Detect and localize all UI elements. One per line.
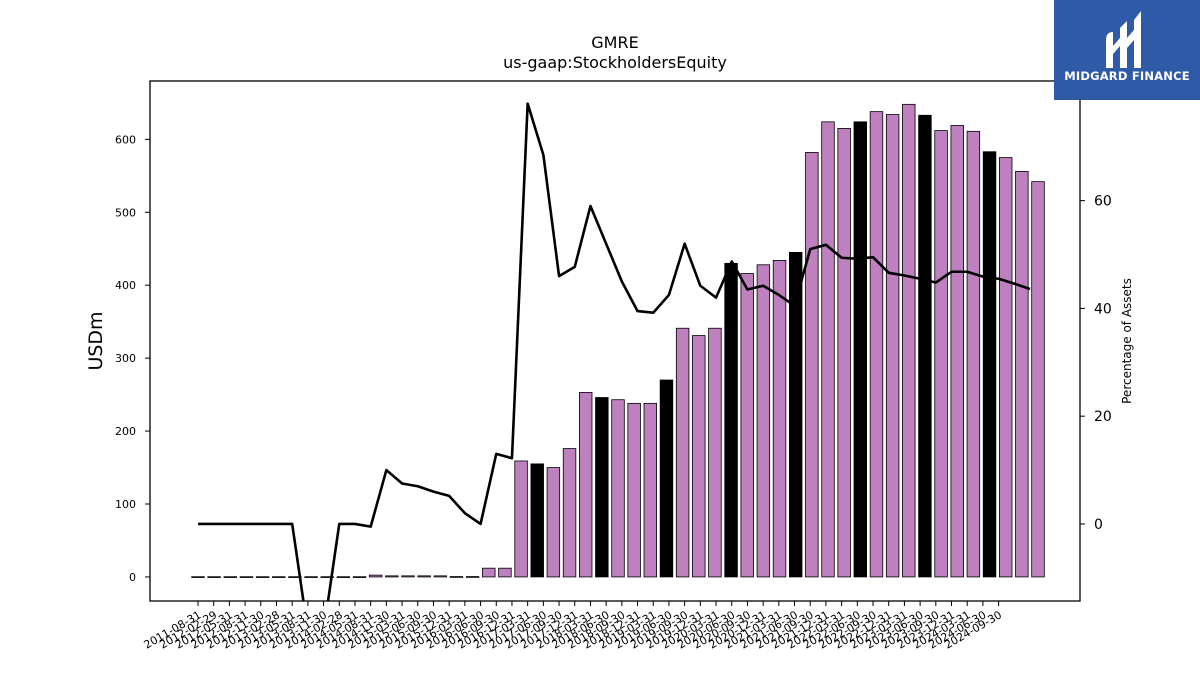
y2-tick-label: 40 <box>1094 301 1112 317</box>
brand-logo: MIDGARD FINANCE <box>1054 0 1200 100</box>
bar <box>255 576 270 578</box>
bar <box>401 575 415 578</box>
y-axis-right: 0 20 40 60 <box>1080 194 1112 533</box>
bar <box>207 576 221 578</box>
bar <box>611 399 625 578</box>
y2-axis-label: Percentage of Assets <box>1120 278 1134 404</box>
bar <box>417 575 431 578</box>
bar-series <box>191 103 1045 578</box>
bar <box>950 125 964 578</box>
bar <box>465 576 480 578</box>
plot-frame <box>149 80 1081 602</box>
bar <box>530 463 544 578</box>
bar <box>304 576 318 578</box>
bar <box>756 264 771 578</box>
bar <box>982 151 997 578</box>
chart-subtitle: us-gaap:StockholdersEquity <box>503 53 727 72</box>
bar <box>740 273 754 578</box>
y2-tick-label: 20 <box>1094 409 1112 425</box>
percentage-line <box>198 102 1031 601</box>
bar <box>1031 181 1045 578</box>
x-axis: 2011-08-312012-02-292012-05-312012-08-31… <box>142 601 1004 652</box>
bar <box>223 576 238 578</box>
bar <box>902 103 916 578</box>
line-series <box>198 102 1031 601</box>
bar <box>320 576 334 578</box>
bar <box>643 402 658 578</box>
bar <box>788 251 803 578</box>
bar <box>433 575 448 578</box>
bar <box>336 576 351 578</box>
y-tick-label: 500 <box>115 206 136 219</box>
bar <box>239 576 254 578</box>
bar <box>562 448 577 578</box>
bar <box>675 327 690 578</box>
bar <box>482 567 496 578</box>
bar <box>869 111 884 578</box>
bar <box>772 260 787 578</box>
bar <box>659 379 674 578</box>
bar <box>352 576 367 578</box>
y-tick-label: 0 <box>129 571 136 584</box>
bar <box>724 262 738 578</box>
bar <box>514 460 528 578</box>
bar <box>853 121 868 578</box>
y-tick-label: 600 <box>115 133 136 146</box>
bar <box>578 392 593 578</box>
y-axis-label: USDm <box>85 311 107 370</box>
y-tick-label: 200 <box>115 425 136 438</box>
bar <box>627 402 641 578</box>
bar <box>934 130 948 578</box>
y2-tick-label: 60 <box>1094 194 1112 210</box>
bar <box>385 575 399 578</box>
y2-tick-label: 0 <box>1094 517 1103 533</box>
bar <box>692 335 706 578</box>
bar <box>837 128 851 578</box>
y-tick-label: 100 <box>115 498 136 511</box>
bar <box>272 576 286 578</box>
logo-text: MIDGARD FINANCE <box>1064 69 1190 83</box>
bar <box>449 576 464 578</box>
y-tick-label: 400 <box>115 279 136 292</box>
bar <box>546 467 561 578</box>
bar <box>805 152 819 578</box>
bar <box>498 567 512 578</box>
bar <box>966 130 981 578</box>
bar <box>918 114 932 578</box>
chart-title: GMRE <box>591 33 638 52</box>
bar <box>191 576 205 578</box>
bar <box>885 114 900 578</box>
bar <box>998 157 1013 578</box>
bar <box>368 574 383 578</box>
midgard-logo-icon <box>1106 11 1141 68</box>
bar <box>1015 171 1029 578</box>
y-tick-label: 300 <box>115 352 136 365</box>
bar <box>821 121 835 578</box>
bar <box>708 327 722 578</box>
bar <box>595 397 609 578</box>
y-axis-left: 0 100 200 300 400 500 600 <box>115 133 150 584</box>
